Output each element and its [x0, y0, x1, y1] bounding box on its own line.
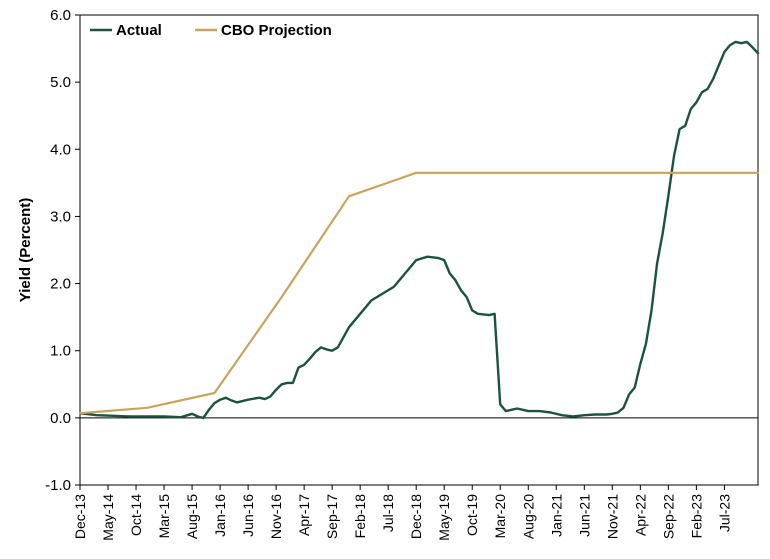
legend: Actual CBO Projection [90, 22, 332, 39]
x-tick-label: Oct-14 [128, 494, 144, 536]
x-tick-label: Sep-22 [660, 494, 676, 539]
y-axis-title: Yield (Percent) [17, 198, 34, 302]
y-tick-label: -1.0 [45, 477, 71, 494]
x-tick-label: May-19 [436, 494, 452, 541]
x-tick-label: Mar-15 [156, 494, 172, 539]
series-line-actual [78, 40, 760, 420]
y-tick-label: 1.0 [50, 343, 71, 360]
plot-area [79, 14, 759, 486]
x-tick-label: Aug-15 [184, 494, 200, 539]
x-tick-label: Feb-18 [352, 494, 368, 539]
x-tick-label: Apr-17 [296, 494, 312, 536]
x-tick-label: Nov-16 [268, 494, 284, 539]
x-tick-label: Jul-18 [380, 494, 396, 532]
x-tick-label: Nov-21 [604, 494, 620, 539]
x-tick-label: Oct-19 [464, 494, 480, 536]
series-layer [78, 40, 760, 420]
x-tick-label: Jan-16 [212, 494, 228, 537]
x-tick-label: Sep-17 [324, 494, 340, 539]
y-tick-label: 6.0 [50, 7, 71, 24]
x-axis-ticks: Dec-13 May-14 Oct-14 Mar-15 Aug-15 Jan-16 Jun-… [72, 485, 732, 541]
y-tick-label: 5.0 [50, 74, 71, 91]
x-tick-label: Dec-18 [408, 494, 424, 539]
y-tick-label: 4.0 [50, 141, 71, 158]
x-tick-label: Jun-16 [240, 494, 256, 537]
x-tick-label: Jul-23 [716, 494, 732, 532]
x-tick-label: Jan-21 [548, 494, 564, 537]
series-line-cbo-projection [78, 171, 760, 415]
x-tick-label: Feb-23 [688, 494, 704, 539]
x-tick-label: Jun-21 [576, 494, 592, 537]
y-tick-label: 2.0 [50, 276, 71, 293]
plot-frame [79, 14, 759, 486]
x-tick-label: Aug-20 [520, 494, 536, 539]
legend-label: CBO Projection [221, 22, 332, 39]
x-tick-label: May-14 [100, 494, 116, 541]
x-tick-label: Dec-13 [72, 494, 88, 539]
y-tick-label: 0.0 [50, 410, 71, 427]
y-tick-label: 3.0 [50, 208, 71, 225]
x-tick-label: Mar-20 [492, 494, 508, 539]
y-axis-ticks: 6.0 5.0 4.0 3.0 2.0 1.0 0.0 -1.0 [45, 7, 80, 494]
legend-label: Actual [116, 22, 162, 39]
x-tick-label: Apr-22 [632, 494, 648, 536]
